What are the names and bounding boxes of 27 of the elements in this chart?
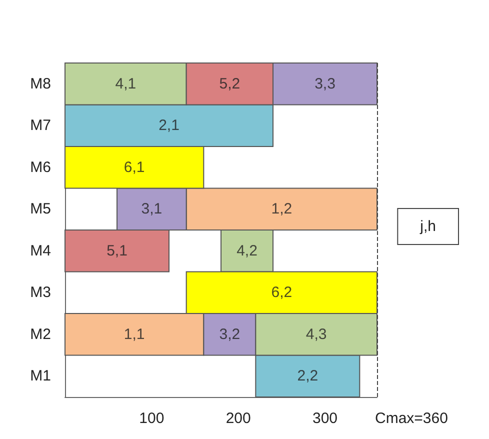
annotation: 5,1 (106, 242, 128, 260)
y-tick-label: M6 (30, 158, 51, 176)
y-tick-label: M4 (30, 242, 51, 260)
annotation: 4,2 (236, 242, 258, 260)
annotation: 1,1 (124, 326, 145, 343)
y-tick-label: M5 (30, 200, 51, 218)
annotation: 6,2 (271, 284, 292, 302)
y-tick-label: M7 (30, 117, 51, 134)
annotation: 4,3 (306, 326, 327, 343)
annotation: 2,1 (158, 117, 180, 134)
x-tick-label: 100 (139, 410, 164, 427)
y-tick-label: M2 (30, 326, 51, 343)
annotation: 3,1 (141, 200, 162, 218)
y-tick-label: M3 (30, 284, 51, 302)
annotation: 3,3 (314, 75, 336, 92)
ref-line-label: Cmax=360 (375, 410, 448, 427)
annotation: 1,2 (271, 200, 292, 218)
annotation: 2,2 (297, 368, 318, 385)
x-tick-label: 300 (312, 410, 338, 427)
text: j,h (419, 218, 436, 235)
annotation: 4,1 (115, 75, 136, 92)
x-tick-label: 200 (226, 410, 251, 427)
y-tick-label: M8 (30, 75, 51, 92)
y-tick-label: M1 (30, 368, 51, 385)
annotation: 6,1 (124, 158, 145, 176)
annotation: 5,2 (219, 75, 240, 92)
annotation: 3,2 (219, 326, 240, 343)
